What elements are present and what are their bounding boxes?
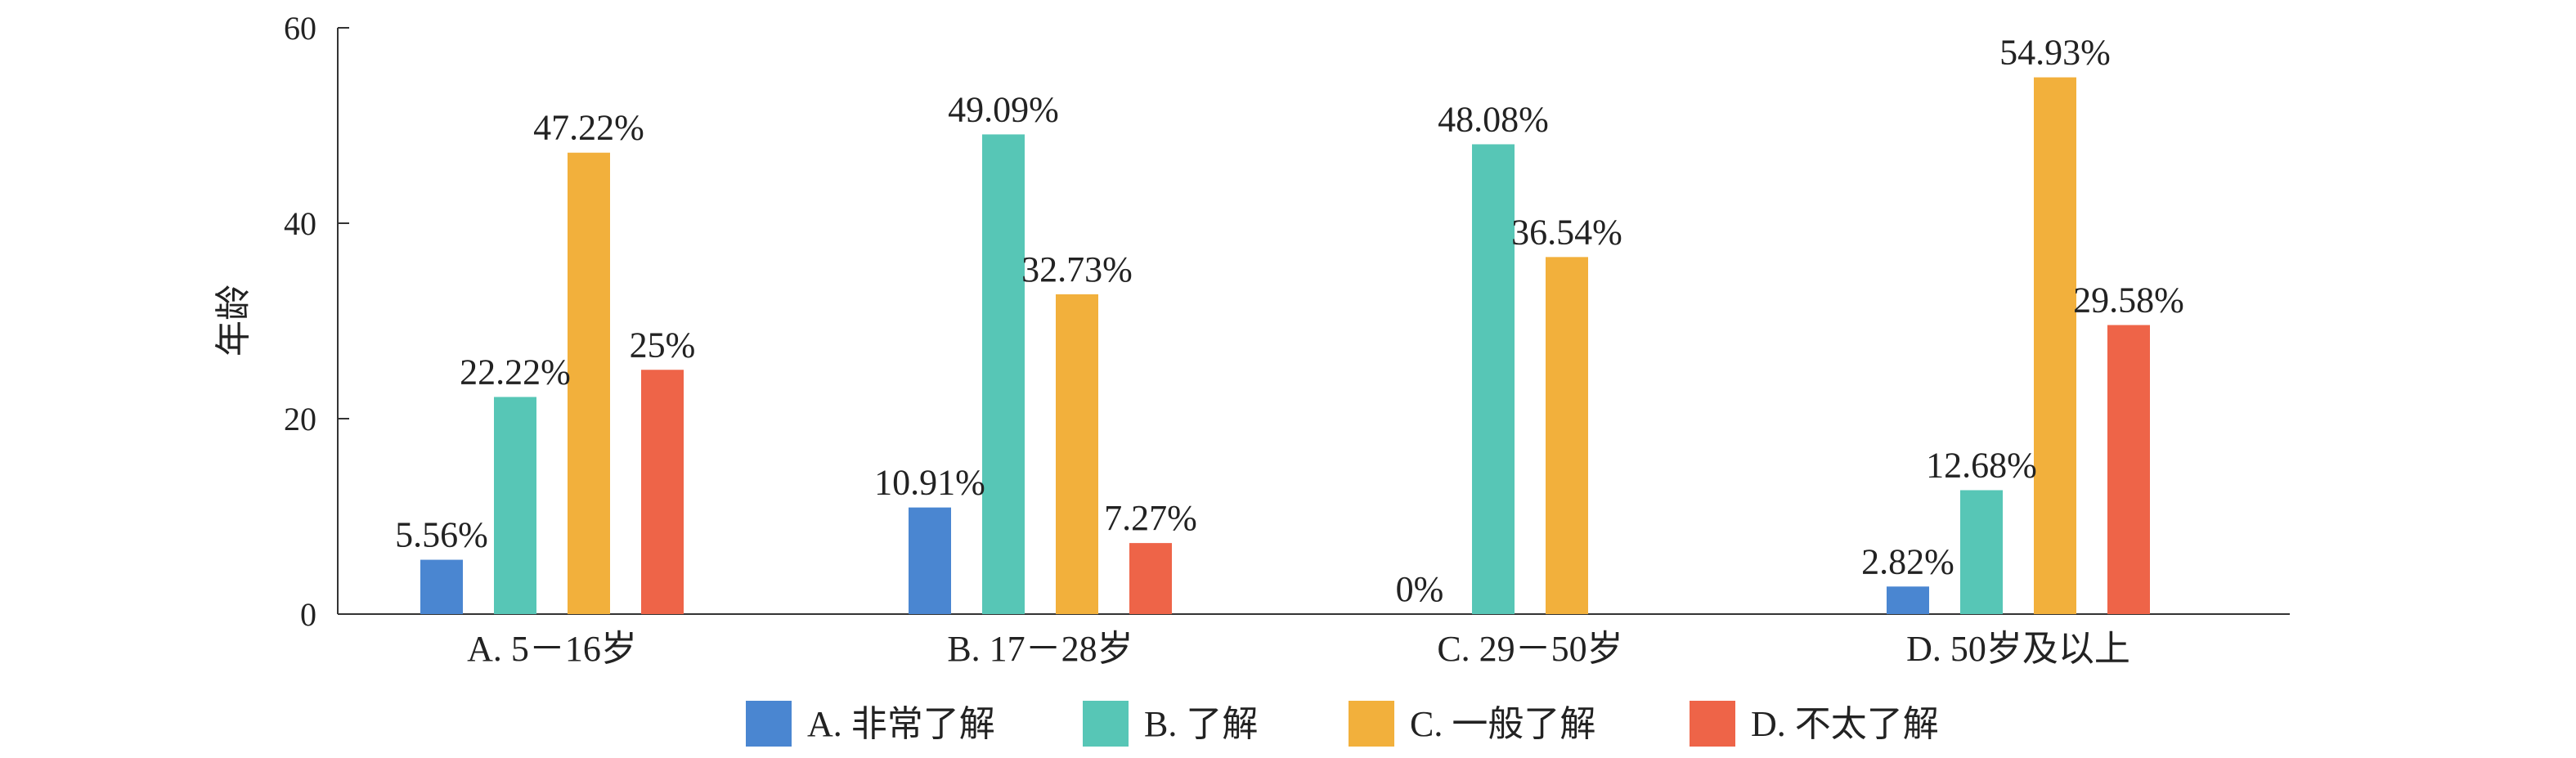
value-label: 47.22%	[533, 108, 644, 148]
legend-swatch	[1349, 701, 1394, 747]
legend-swatch	[1690, 701, 1735, 747]
value-label: 10.91%	[874, 463, 985, 503]
bar	[494, 397, 536, 614]
value-labels: 5.56% 22.22% 47.22% 25% 10.91% 49.09% 32.73% 7.…	[395, 33, 2184, 609]
value-label: 5.56%	[395, 515, 488, 555]
value-label: 25%	[630, 325, 696, 365]
bar	[982, 134, 1025, 614]
y-tick-label: 40	[284, 205, 316, 242]
value-label: 54.93%	[1999, 33, 2111, 73]
legend: A. 非常了解 B. 了解 C. 一般了解 D. 不太了解	[746, 701, 1939, 747]
legend-label: D. 不太了解	[1751, 704, 1939, 744]
y-axis-label: 年龄	[213, 285, 254, 357]
legend-item: A. 非常了解	[746, 701, 995, 747]
bar	[420, 559, 463, 614]
legend-label: A. 非常了解	[807, 704, 995, 744]
y-tick-label: 0	[300, 596, 316, 633]
category-label: A. 5－16岁	[467, 629, 637, 669]
legend-label: B. 了解	[1144, 704, 1258, 744]
bar	[1546, 257, 1588, 614]
y-tick-label: 20	[284, 401, 316, 437]
value-label: 12.68%	[1926, 445, 2037, 485]
value-label: 48.08%	[1438, 99, 1549, 139]
value-label: 7.27%	[1104, 498, 1197, 538]
category-label: C. 29－50岁	[1437, 629, 1622, 669]
bar	[1887, 586, 1929, 614]
bars	[420, 77, 2150, 615]
bar	[1129, 543, 1172, 614]
legend-swatch	[746, 701, 792, 747]
bar	[2107, 325, 2150, 614]
legend-item: C. 一般了解	[1349, 701, 1595, 747]
value-label: 22.22%	[460, 352, 571, 392]
value-label: 29.58%	[2073, 280, 2184, 321]
bar	[1960, 490, 2003, 614]
value-label: 0%	[1396, 569, 1444, 609]
legend-swatch	[1083, 701, 1129, 747]
bar	[1056, 294, 1098, 614]
axes: 0 20 40 60 年龄 A. 5－16岁 B. 17－28岁 C. 29－50岁 D. 50…	[213, 10, 2290, 669]
bar	[2034, 77, 2076, 615]
bar	[641, 370, 684, 614]
value-label: 2.82%	[1861, 541, 1954, 581]
y-tick-label: 60	[284, 10, 316, 47]
bar	[909, 507, 951, 614]
value-label: 32.73%	[1021, 249, 1133, 289]
category-label: B. 17－28岁	[947, 629, 1133, 669]
category-label: D. 50岁及以上	[1906, 629, 2130, 669]
legend-item: B. 了解	[1083, 701, 1258, 747]
legend-item: D. 不太了解	[1690, 701, 1939, 747]
value-label: 36.54%	[1511, 212, 1622, 252]
legend-label: C. 一般了解	[1410, 704, 1595, 744]
value-label: 49.09%	[948, 89, 1059, 129]
bar	[1472, 144, 1515, 615]
bar	[568, 152, 610, 614]
